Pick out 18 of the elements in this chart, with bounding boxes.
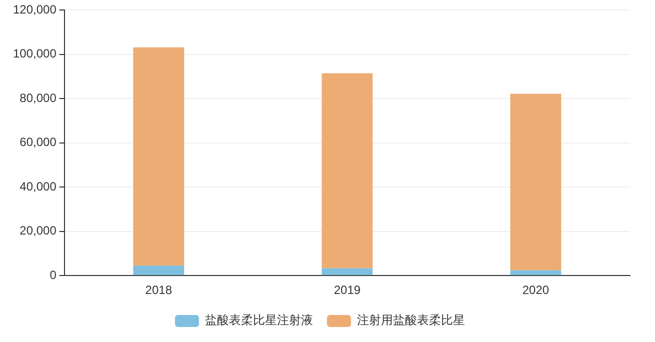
- y-tick-label: 100,000: [12, 46, 57, 61]
- bar: [322, 73, 373, 268]
- legend-label: 盐酸表柔比星注射液: [205, 313, 313, 328]
- bar: [133, 47, 184, 266]
- x-tick-label: 2018: [145, 283, 172, 298]
- y-tick-label: 40,000: [20, 179, 57, 194]
- bar: [510, 94, 562, 270]
- bar: [322, 268, 373, 276]
- y-tick-label: 0: [50, 268, 57, 282]
- y-tick-label: 120,000: [12, 2, 57, 17]
- bar: [133, 266, 184, 276]
- y-tick-label: 20,000: [20, 224, 57, 238]
- legend-label: 注射用盐酸表柔比星: [357, 313, 465, 328]
- x-tick-label: 2020: [522, 283, 550, 298]
- bar: [510, 270, 562, 276]
- y-tick-label: 80,000: [20, 90, 57, 105]
- x-tick-label: 2019: [334, 283, 361, 298]
- y-tick-label: 60,000: [20, 135, 57, 150]
